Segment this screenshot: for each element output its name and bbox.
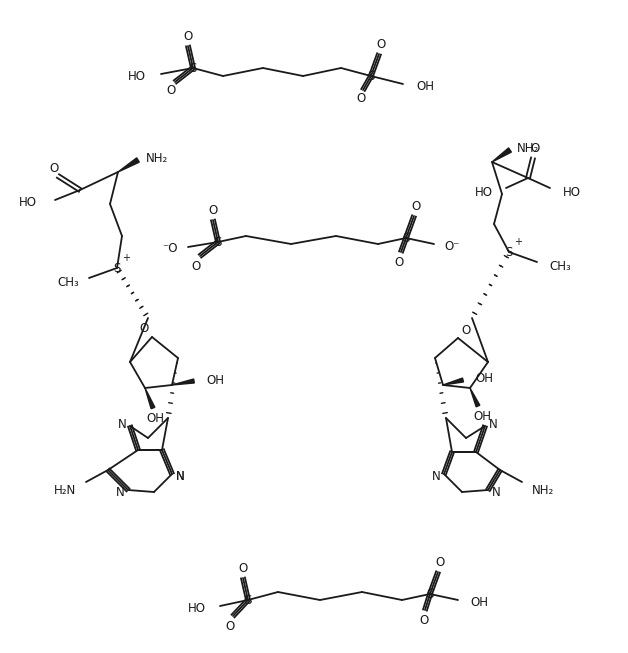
Text: S: S bbox=[403, 232, 409, 244]
Text: O: O bbox=[225, 620, 235, 633]
Text: N: N bbox=[116, 485, 124, 498]
Text: NH₂: NH₂ bbox=[532, 483, 555, 496]
Polygon shape bbox=[172, 379, 194, 385]
Text: O: O bbox=[356, 93, 365, 106]
Text: O: O bbox=[394, 255, 404, 268]
Text: O: O bbox=[531, 142, 539, 155]
Text: OH: OH bbox=[146, 411, 164, 424]
Text: N: N bbox=[176, 470, 185, 483]
Text: O: O bbox=[420, 614, 429, 626]
Text: OH: OH bbox=[206, 374, 224, 387]
Text: N: N bbox=[492, 485, 501, 498]
Polygon shape bbox=[118, 158, 139, 172]
Text: S: S bbox=[214, 236, 222, 249]
Text: HO: HO bbox=[188, 601, 206, 614]
Text: NH₂: NH₂ bbox=[146, 151, 168, 165]
Text: O: O bbox=[239, 562, 247, 575]
Text: OH: OH bbox=[473, 409, 491, 422]
Text: HO: HO bbox=[475, 185, 493, 199]
Text: O: O bbox=[139, 323, 149, 336]
Text: HO: HO bbox=[19, 195, 37, 208]
Polygon shape bbox=[470, 388, 480, 407]
Text: O: O bbox=[435, 556, 445, 569]
Text: O: O bbox=[208, 204, 218, 217]
Polygon shape bbox=[492, 148, 511, 162]
Text: S: S bbox=[426, 588, 434, 601]
Text: N: N bbox=[176, 470, 185, 483]
Text: N: N bbox=[117, 417, 126, 430]
Text: S: S bbox=[113, 261, 121, 274]
Text: O: O bbox=[462, 323, 470, 336]
Text: O: O bbox=[411, 200, 421, 212]
Text: NH₂: NH₂ bbox=[517, 142, 539, 155]
Text: S: S bbox=[189, 61, 197, 74]
Text: +: + bbox=[122, 253, 130, 263]
Polygon shape bbox=[443, 378, 463, 385]
Text: S: S bbox=[506, 246, 512, 259]
Text: OH: OH bbox=[416, 80, 434, 93]
Text: +: + bbox=[514, 237, 522, 247]
Text: HO: HO bbox=[563, 185, 581, 199]
Text: O: O bbox=[50, 161, 58, 174]
Text: CH₃: CH₃ bbox=[57, 276, 79, 289]
Text: O: O bbox=[192, 259, 200, 272]
Text: O: O bbox=[376, 37, 386, 50]
Text: OH: OH bbox=[475, 372, 493, 385]
Polygon shape bbox=[145, 388, 155, 409]
Text: N: N bbox=[489, 417, 497, 430]
Text: N: N bbox=[431, 470, 440, 483]
Text: H₂N: H₂N bbox=[54, 483, 76, 496]
Text: O⁻: O⁻ bbox=[444, 240, 460, 253]
Text: S: S bbox=[244, 594, 252, 607]
Text: O: O bbox=[183, 29, 193, 42]
Text: ⁻O: ⁻O bbox=[163, 242, 178, 255]
Text: CH₃: CH₃ bbox=[549, 259, 571, 272]
Text: S: S bbox=[367, 69, 375, 82]
Text: HO: HO bbox=[128, 69, 146, 82]
Text: OH: OH bbox=[470, 596, 488, 609]
Text: O: O bbox=[166, 84, 176, 97]
